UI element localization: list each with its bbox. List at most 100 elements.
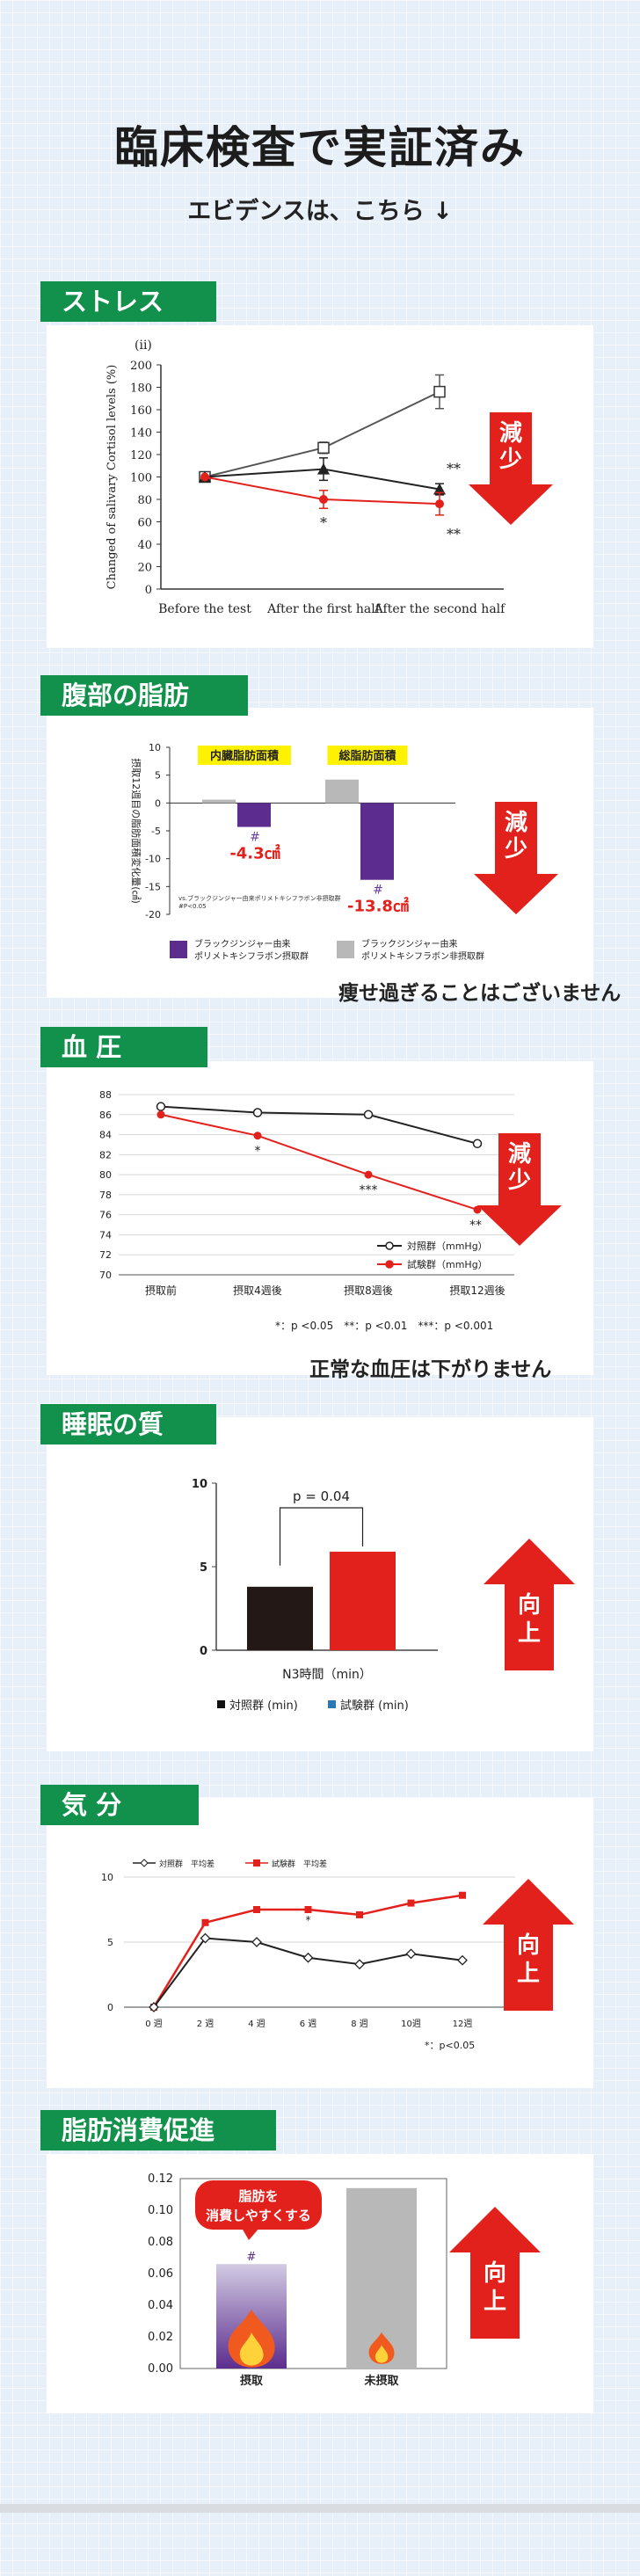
fat-y-tick-label: 0.08 [148,2236,173,2249]
mood-test-point [304,1906,312,1913]
bp-legend-marker [385,1260,394,1269]
mood-test-point [407,1899,415,1907]
mood-x-tick-label: 12週 [453,2019,473,2029]
mood-control-point [149,2002,159,2012]
page-title: 臨床検査で実証済み [114,122,526,173]
stress-panel-label: (ii) [135,338,152,353]
fat-y-tick-label: 0.00 [148,2362,173,2376]
fat-y-tick-label: 0.10 [148,2204,173,2217]
belly-legend-swatch-test [170,941,187,958]
stress-section-label: ストレス [40,281,216,322]
stress-x-tick-label: After the second half [374,602,506,616]
fire-icon-inner [239,2332,264,2366]
bp-legend-label: 試験群（mmHg） [407,1258,488,1270]
stress-annotation: * [320,514,327,531]
stress-point [433,483,446,495]
sleep-legend-swatch-control [217,1700,225,1708]
belly-legend-label-control: ブラックジンジャー由来ポリメトキシフラボン非摂取群 [361,938,484,962]
stress-x-tick-label: Before the test [158,602,251,616]
bp-legend-marker [385,1241,394,1250]
mood-legend-marker-test [253,1859,260,1867]
bp-decrease-arrow-label: 減少 [507,1141,531,1194]
sleep-y-tick-label: 10 [192,1478,207,1491]
fat-y-tick-label: 0.06 [148,2267,173,2281]
mood-x-tick-label: 10週 [401,2019,421,2029]
mood-annotation: * [306,1914,311,1926]
belly-value-label: -4.3㎠ [229,844,280,863]
sleep-y-tick-label: 5 [200,1561,207,1575]
mood-test-point [356,1910,363,1918]
stress-y-tick-label: 60 [137,517,152,530]
belly-bar-test [360,803,394,880]
belly-bar-control [202,799,236,804]
bp-control-point [252,1108,263,1117]
small-fire-icon [368,2332,395,2364]
stress-point [319,495,328,504]
sleep-chart: 0 5 10 p = 0.04 N3時間（min） 対照群 (min) 試験群 (min) 向… [192,1478,575,1713]
bp-test-point [156,1110,165,1119]
sleep-increase-arrow-shape [484,1539,575,1670]
belly-y-tick-label: -5 [151,826,161,837]
stress-chart: 0 20 40 60 80 100 120 140 160 180 200 (ii) Changed o… [105,338,553,616]
bp-decrease-arrow: 減少 [477,1133,562,1246]
belly-annotation: # [373,884,383,898]
stress-y-tick-label: 180 [130,382,152,396]
stress-y-tick-label: 80 [137,494,152,507]
bp-test-point [253,1132,262,1140]
bp-y-tick-label: 80 [99,1169,112,1181]
mood-control-point [200,1932,211,1944]
mood-increase-arrow-shape [483,1879,574,2011]
belly-decrease-arrow-label: 減少 [504,810,527,862]
mood-y-tick-label: 0 [107,2002,113,2013]
belly-decrease-arrow-shape [474,802,558,914]
stress-series-line [204,390,440,478]
bp-footnote: *：p <0.05 **：p <0.01 ***：p <0.001 [275,1320,493,1332]
bp-y-tick-label: 74 [99,1229,112,1241]
fat-chart: 0.00 0.02 0.04 0.06 0.08 0.10 0.12 # 脂肪を消費しやすくする… [148,2172,541,2388]
bp-section-label: 血 圧 [40,1027,207,1067]
mood-card [47,1798,593,2088]
stress-y-tick-label: 120 [130,449,152,462]
mood-x-tick-label: 6 週 [300,2019,317,2029]
bp-x-tick-label: 摂取4週後 [233,1284,282,1297]
fat-section-label: 脂肪消費促進 [40,2110,276,2150]
bp-y-tick-label: 88 [99,1089,112,1101]
mood-chart: 0 5 10 0 週 2 週 4 週 6 週 8 週 10週 12週 * 対照群 平均差 試験群 平均差… [101,1859,574,2051]
bp-annotation: ** [469,1219,482,1233]
sleep-x-axis-label: N3時間（min） [282,1668,372,1682]
stress-decrease-arrow-label: 減少 [498,420,522,473]
belly-footnote: vs.ブラックジンジャー由来ポリメトキシフラボン非摂取群 [178,894,341,902]
fire-icon [228,2309,275,2368]
bp-x-tick-label: 摂取8週後 [344,1284,393,1297]
belly-chart: 1050-5-10-15-20摂取12週目の脂肪面積変化量(㎠)内臓脂肪面積#-… [130,742,558,962]
sleep-section-label: 睡眠の質 [40,1404,216,1444]
mood-test-point [459,1891,466,1899]
stress-y-tick-label: 100 [130,472,152,485]
stress-y-tick-label: 200 [130,360,152,373]
mood-y-tick-label: 5 [107,1937,113,1948]
stress-y-tick-label: 160 [130,404,152,418]
fat-y-tick-label: 0.02 [148,2331,173,2344]
stress-point [317,441,330,455]
bp-control-point [363,1110,374,1120]
stress-y-tick-label: 40 [137,539,152,552]
mood-test-point [201,1918,209,1926]
stress-decrease-arrow: 減少 [469,412,553,525]
bp-x-tick-label: 摂取前 [145,1284,177,1297]
belly-footnote: #P<0.05 [178,903,207,910]
bp-test-point [473,1205,482,1214]
bp-x-tick-label: 摂取12週後 [449,1284,505,1297]
sleep-significance-bracket [279,1507,364,1566]
fat-callout-bubble [195,2180,322,2230]
belly-legend-label-test: ブラックジンジャー由来ポリメトキシフラボン摂取群 [194,938,309,962]
bp-y-tick-label: 72 [99,1249,112,1261]
sleep-y-tick-label: 0 [200,1645,207,1658]
bp-y-tick-label: 70 [99,1270,112,1281]
mood-footnote: *：p<0.05 [425,2040,475,2051]
bp-chart: 70 72 74 76 78 80 82 84 86 88 摂取前 摂取4週後 摂取8週後 摂取12週後 *… [99,1089,562,1332]
bp-test-line [160,1113,478,1211]
fat-x-tick-label: 摂取 [240,2374,264,2388]
stress-y-tick-label: 20 [137,562,152,575]
belly-y-tick-label: 0 [155,797,161,809]
bp-y-tick-label: 76 [99,1210,112,1221]
